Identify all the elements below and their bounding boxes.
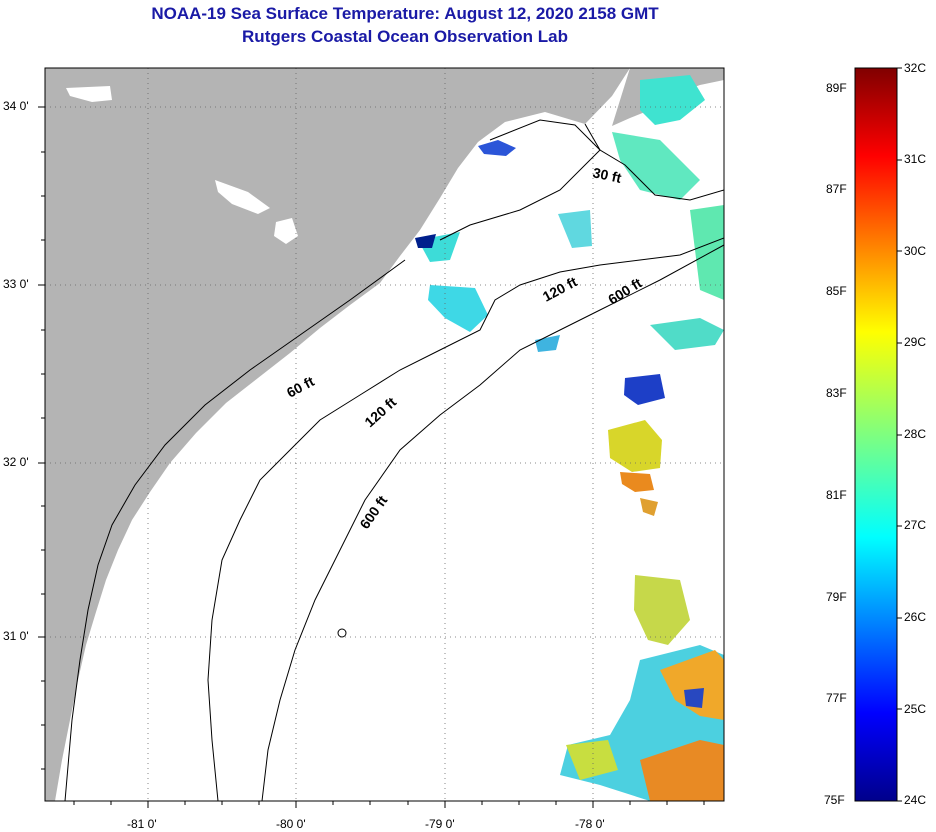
colorbar-f-label: 89F bbox=[826, 81, 847, 95]
colorbar-f-label: 79F bbox=[826, 590, 847, 604]
colorbar-f-label: 83F bbox=[826, 386, 847, 400]
colorbar-c-label: 28C bbox=[904, 427, 927, 441]
sst-patches bbox=[415, 75, 724, 801]
land-mass bbox=[45, 68, 630, 801]
colorbar-f-label: 75F bbox=[824, 793, 845, 807]
colorbar-f-label: 77F bbox=[826, 691, 847, 705]
colorbar-c-label: 24C bbox=[904, 793, 927, 807]
colorbar-c-label: 31C bbox=[904, 152, 927, 166]
colorbar-c-label: 29C bbox=[904, 335, 927, 349]
lake bbox=[215, 180, 270, 214]
lon-label: -79 0' bbox=[425, 817, 455, 831]
colorbar-f-label: 81F bbox=[826, 488, 847, 502]
colorbar bbox=[854, 67, 898, 802]
colorbar-c-label: 30C bbox=[904, 244, 927, 258]
isobaths bbox=[64, 119, 724, 801]
colorbar-c-label: 32C bbox=[904, 61, 927, 75]
grid bbox=[45, 68, 724, 801]
colorbar-c-label: 25C bbox=[904, 702, 927, 716]
lon-label: -78 0' bbox=[575, 817, 605, 831]
lat-label: 33 0' bbox=[3, 277, 29, 291]
lon-ticks bbox=[73, 801, 705, 808]
lat-label: 34 0' bbox=[3, 99, 29, 113]
colorbar-f-label: 87F bbox=[826, 182, 847, 196]
map-title: NOAA-19 Sea Surface Temperature: August … bbox=[151, 4, 659, 23]
lake bbox=[66, 86, 112, 102]
lat-label: 32 0' bbox=[3, 455, 29, 469]
lon-label: -80 0' bbox=[276, 817, 306, 831]
colorbar-c-label: 27C bbox=[904, 518, 927, 532]
lat-label: 31 0' bbox=[3, 629, 29, 643]
colorbar-c-label: 26C bbox=[904, 610, 927, 624]
colorbar-ticks bbox=[897, 67, 902, 802]
isobath-label: 30 ft bbox=[591, 164, 623, 186]
colorbar-f-label: 85F bbox=[826, 284, 847, 298]
lat-ticks bbox=[38, 106, 45, 770]
lake bbox=[274, 218, 298, 244]
map-subtitle: Rutgers Coastal Ocean Observation Lab bbox=[242, 27, 568, 46]
lon-label: -81 0' bbox=[127, 817, 157, 831]
map-frame bbox=[44, 67, 725, 802]
